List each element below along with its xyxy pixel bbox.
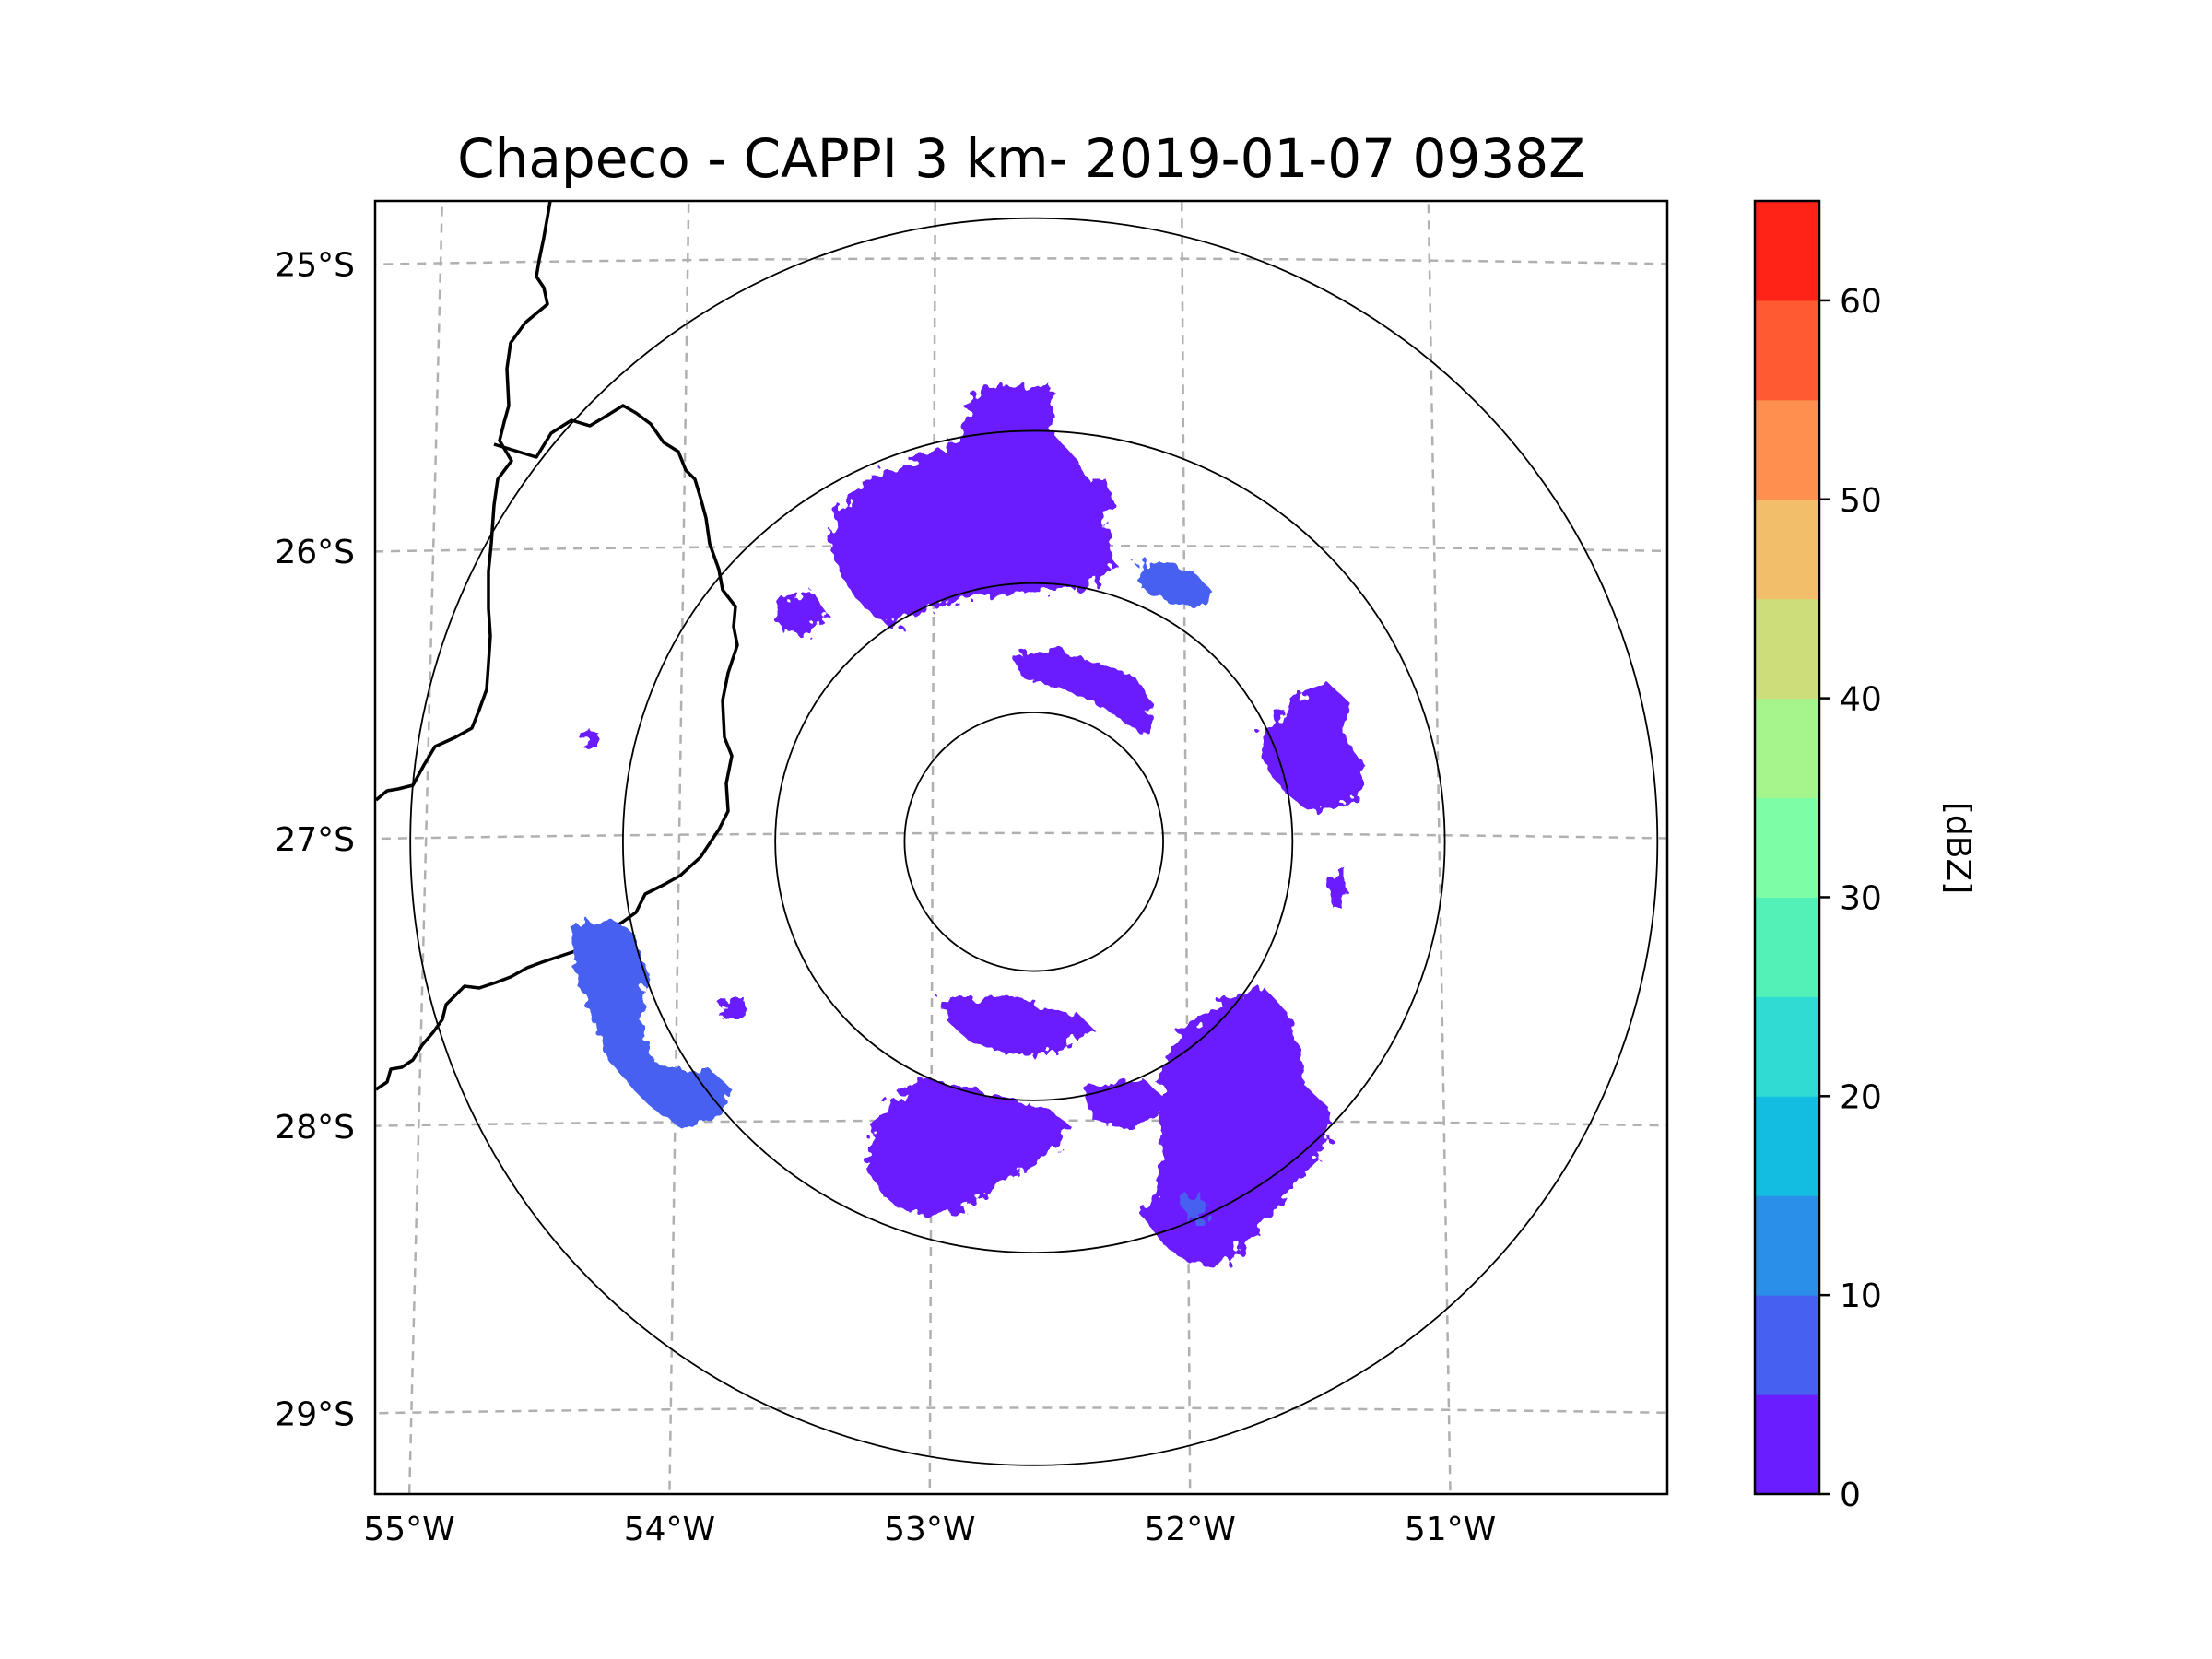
colorbar-band [1755,996,1819,1097]
echo-inner-north [1014,647,1152,737]
country-borders [375,201,739,1091]
gridline-lon [668,201,690,1494]
colorbar-band [1755,499,1819,600]
gridline-lon [144,67,201,1648]
echo-inner-south [940,995,1092,1055]
gridline-lon [1427,201,1452,1494]
colorbar-band [1755,1394,1819,1495]
colorbar-bands [1755,201,1819,1495]
range-ring [774,582,1294,1101]
colorbar-band [1755,1096,1819,1196]
colorbar-band [1755,300,1819,401]
gridline-lon [928,201,936,1494]
lon-tick-label: 51°W [1405,1511,1496,1548]
map-frame [373,199,1669,1496]
lon-tick-label: 54°W [624,1511,715,1548]
map-axes: 55°W 54°W 53°W 52°W 51°W 25°S 26°S 27°S 28°S 29°… [144,63,1714,1648]
colorbar-tick-label: 0 [1840,1477,1861,1514]
border-line [375,201,552,802]
colorbar-tick-label: 30 [1840,879,1882,917]
chart-title: Chapeco - CAPPI 3 km- 2019-01-07 0938Z [457,127,1585,190]
lon-tick-label: 52°W [1144,1511,1235,1548]
gridline-lat [375,257,1667,265]
colorbar-tick-label: 40 [1840,681,1882,719]
echo-northeast-cell [1135,562,1215,608]
colorbar-band [1755,201,1819,301]
echo-west-small [774,590,830,636]
latitude-tick-labels: 25°S 26°S 27°S 28°S 29°S [275,246,355,1433]
range-ring [409,217,1659,1466]
gridline-lon [1671,63,1714,1643]
lat-tick-label: 26°S [275,534,355,571]
colorbar-tick-label: 20 [1840,1078,1882,1116]
colorbar-band [1755,598,1819,700]
echo-east-small [1327,866,1347,908]
colorbar-ticks: 0 10 20 30 40 50 60 [1819,283,1882,1514]
echo-northwest-speck [582,733,599,748]
colorbar-band [1755,797,1819,898]
colorbar-tick-label: 50 [1840,482,1882,520]
gridline-lon [1181,201,1192,1494]
gridline-lat [375,1406,1667,1415]
echo-north [828,385,1115,627]
lon-tick-label: 53°W [884,1511,975,1548]
echo-south [868,1078,1069,1217]
colorbar-label: [dBZ] [1939,802,1977,894]
lat-tick-label: 27°S [275,821,355,859]
lon-tick-label: 55°W [363,1511,454,1548]
colorbar-band [1755,399,1819,500]
border-line [375,404,739,1091]
colorbar-band [1755,897,1819,997]
lat-tick-label: 25°S [275,246,355,284]
gridline-lon [407,201,444,1494]
colorbar-frame [1753,199,1821,1496]
range-ring [622,429,1446,1254]
lat-tick-label: 29°S [275,1396,355,1434]
colorbar-band [1755,1195,1819,1296]
longitude-tick-labels: 55°W 54°W 53°W 52°W 51°W [363,1511,1496,1548]
echo-southwest [570,920,730,1129]
range-rings [409,217,1659,1466]
colorbar-band [1755,1295,1819,1395]
lat-tick-label: 28°S [275,1109,355,1147]
colorbar: 0 10 20 30 40 50 60 [dBZ] [1753,199,1977,1514]
echo-north-small [1074,479,1115,512]
echo-east [1263,682,1364,811]
colorbar-tick-label: 10 [1840,1277,1882,1315]
radar-echoes [570,385,1364,1267]
range-ring [903,712,1164,972]
colorbar-tick-label: 60 [1840,283,1882,321]
gridline-lat [375,831,1667,841]
colorbar-band [1755,698,1819,799]
echo-southwest-small [719,995,745,1021]
